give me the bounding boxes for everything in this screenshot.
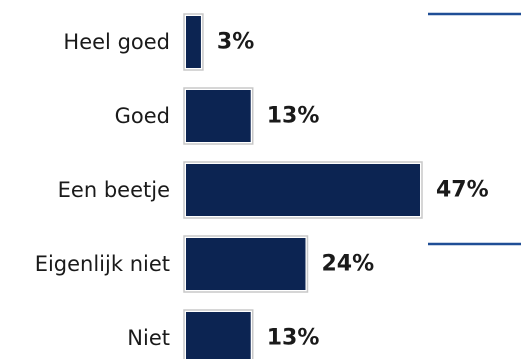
bar-outline-1	[183, 87, 254, 145]
category-label-0: Heel goed	[63, 30, 170, 54]
value-label-3: 24%	[321, 252, 374, 277]
value-label-4: 13%	[267, 326, 320, 351]
category-label-1: Goed	[115, 104, 170, 128]
bar-outline-0	[183, 13, 204, 71]
bars-group: Heel goed 3% Goed 13% Een beetje 47% Eigenlijk…	[35, 13, 489, 359]
category-label-4: Niet	[127, 326, 170, 350]
bar-0	[186, 16, 201, 68]
bar-3	[186, 238, 306, 290]
bar-outline-3	[183, 235, 309, 293]
bar-outline-4	[183, 309, 254, 359]
category-label-3: Eigenlijk niet	[35, 252, 170, 276]
category-label-2: Een beetje	[58, 178, 170, 202]
bar-2	[186, 164, 420, 216]
bar-1	[186, 90, 251, 142]
bar-outline-2	[183, 161, 423, 219]
bar-4	[186, 312, 251, 359]
value-label-0: 3%	[217, 30, 254, 55]
value-label-1: 13%	[267, 104, 320, 129]
value-label-2: 47%	[436, 178, 489, 203]
